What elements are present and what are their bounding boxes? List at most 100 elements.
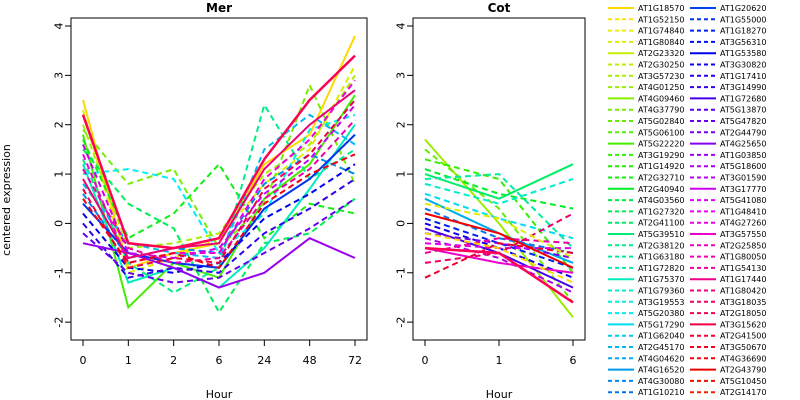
- y-tick-label: -1: [53, 267, 66, 278]
- legend-label: AT2G38120: [638, 241, 684, 250]
- legend-label: AT1G20620: [720, 4, 766, 13]
- legend-label: AT3G19290: [638, 151, 684, 160]
- series-line: [424, 173, 574, 249]
- series-line: [424, 148, 574, 304]
- legend-label: AT3G50670: [720, 343, 766, 352]
- legend-label: AT1G18570: [638, 4, 684, 13]
- legend-label: AT2G14170: [720, 388, 766, 397]
- legend-label: AT1G27320: [638, 207, 684, 216]
- legend-label: AT2G45170: [638, 343, 684, 352]
- panel-title-mer: Mer: [206, 1, 232, 15]
- series-line: [82, 54, 356, 250]
- legend-label: AT1G48410: [720, 207, 766, 216]
- x-tick-label: 2: [170, 354, 177, 367]
- legend-label: AT1G74840: [638, 27, 684, 36]
- series-line: [82, 65, 356, 275]
- legend-label: AT4G16520: [638, 366, 684, 375]
- legend-label: AT3G18035: [720, 298, 766, 307]
- y-axis-mer: -2 -1 0 1 2 3 4: [53, 23, 71, 328]
- x-tick-label: 0: [422, 354, 429, 367]
- series-line: [82, 197, 356, 284]
- legend-label: AT5G22220: [638, 140, 684, 149]
- y-tick-label: 0: [53, 220, 66, 227]
- legend-label: AT3G56310: [720, 38, 766, 47]
- legend-label: AT1G80840: [638, 38, 684, 47]
- y-tick-label: 0: [395, 220, 408, 227]
- legend-label: AT4G37790: [638, 106, 684, 115]
- series-line: [424, 158, 574, 274]
- series-line: [424, 246, 574, 304]
- series-line: [424, 237, 574, 254]
- series-line: [424, 247, 574, 304]
- legend-label: AT4G30080: [638, 377, 684, 386]
- x-tick-label: 6: [570, 354, 577, 367]
- legend-label: AT2G18050: [720, 309, 766, 318]
- legend-label: AT3G15620: [720, 320, 766, 329]
- y-tick-label: 1: [53, 171, 66, 178]
- legend-label: AT4G36690: [720, 354, 766, 363]
- series-line: [81, 54, 356, 250]
- series-line: [82, 139, 356, 240]
- legend-label: AT1G72820: [638, 264, 684, 273]
- legend-label: AT4G04620: [638, 354, 684, 363]
- legend-label: AT1G80050: [720, 253, 766, 262]
- series-lines-mer: [81, 35, 356, 315]
- legend-label: AT5G39510: [638, 230, 684, 239]
- legend-label: AT2G41100: [638, 219, 684, 228]
- legend-label: AT1G14920: [638, 162, 684, 171]
- series-line: [424, 178, 574, 205]
- series-line: [82, 178, 356, 279]
- legend-label: AT1G75370: [638, 275, 684, 284]
- series-line: [424, 217, 574, 269]
- legend-label: AT1G17440: [720, 275, 766, 284]
- x-tick-label: 0: [80, 354, 87, 367]
- legend-label: AT1G62040: [638, 332, 684, 341]
- legend-label: AT4G09460: [638, 94, 684, 103]
- legend-label: AT4G25650: [720, 140, 766, 149]
- series-line: [424, 212, 574, 269]
- legend-label: AT1G63180: [638, 253, 684, 262]
- y-axis-label: centered expression: [0, 144, 13, 256]
- x-axis-label-mer: Hour: [206, 388, 233, 400]
- series-line: [82, 148, 356, 315]
- legend-label: AT1G53580: [720, 49, 766, 58]
- y-tick-label: 2: [395, 121, 408, 128]
- series-line: [424, 242, 574, 279]
- legend-label: AT3G01590: [720, 174, 766, 183]
- legend-label: AT2G41500: [720, 332, 766, 341]
- series-line: [424, 222, 574, 279]
- legend-label: AT3G57230: [638, 72, 684, 81]
- legend-label: AT5G02840: [638, 117, 684, 126]
- legend-label: AT3G14990: [720, 83, 766, 92]
- x-axis-label-cot: Hour: [486, 388, 513, 400]
- x-axis-cot: 0 1 6: [422, 340, 577, 367]
- legend-label: AT5G17290: [638, 320, 684, 329]
- legend-label: AT1G80420: [720, 287, 766, 296]
- legend-label: AT1G72680: [720, 94, 766, 103]
- series-line: [82, 237, 356, 289]
- legend-label: AT1G10210: [638, 388, 684, 397]
- legend-label: AT5G47820: [720, 117, 766, 126]
- legend-label: AT1G17410: [720, 72, 766, 81]
- legend-label: AT3G17770: [720, 185, 766, 194]
- legend-label: AT1G18270: [720, 27, 766, 36]
- legend-label: AT1G79360: [638, 287, 684, 296]
- y-tick-label: -1: [395, 267, 408, 278]
- y-tick-label: 3: [395, 72, 408, 79]
- y-tick-label: 1: [395, 171, 408, 178]
- y-axis-cot: -2 -1 0 1 2 3 4: [395, 23, 413, 328]
- y-tick-label: 2: [53, 121, 66, 128]
- series-line: [424, 163, 574, 200]
- legend-label: AT2G30250: [638, 61, 684, 70]
- plot-frame-mer: [70, 17, 368, 341]
- legend-label: AT2G23320: [638, 49, 684, 58]
- legend-label: AT1G03850: [720, 151, 766, 160]
- panel-cot: Cot 0 1 6 -2 -1 0 1 2 3 4 Hour: [395, 1, 586, 400]
- series-line: [82, 119, 356, 264]
- x-tick-label: 1: [496, 354, 503, 367]
- y-tick-label: -2: [395, 317, 408, 328]
- legend-label: AT2G32710: [638, 174, 684, 183]
- legend-label: AT1G55000: [720, 15, 766, 24]
- x-tick-label: 6: [216, 354, 223, 367]
